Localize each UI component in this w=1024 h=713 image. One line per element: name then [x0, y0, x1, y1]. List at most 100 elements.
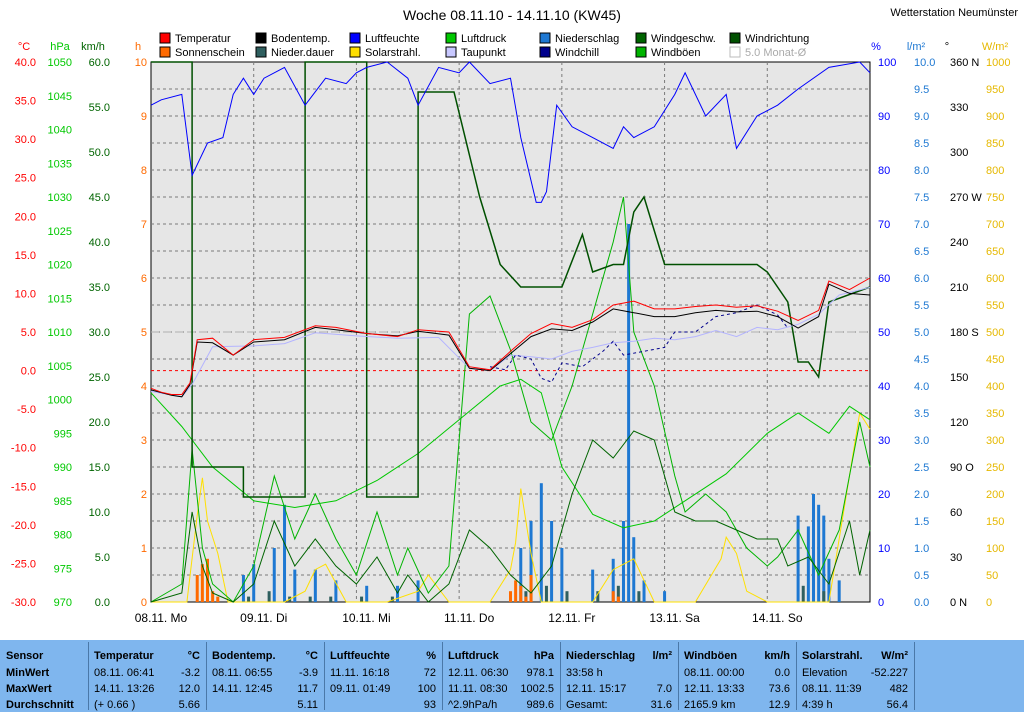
stats-column-3: Luftdruck hPa 12.11. 06:30 978.1 11.11. 08:3…	[442, 640, 560, 712]
x-tick-label: 12.11. Fr	[548, 611, 595, 625]
rain-tick: 8.0	[914, 165, 929, 177]
rain-tick: 7.0	[914, 219, 929, 231]
stats-unit: km/h	[764, 650, 790, 662]
stats-separator	[88, 642, 89, 710]
rain-bar	[621, 521, 625, 602]
stats-column-1: Bodentemp. °C 08.11. 06:55 -3.9 14.11. 12:45…	[206, 640, 324, 712]
rain-tick: 10.0	[914, 57, 935, 69]
rain-duration-bar	[360, 596, 364, 602]
stats-time: Gesamt:	[566, 699, 608, 711]
rain-bar	[241, 575, 245, 602]
legend-label: Luftfeuchte	[365, 33, 419, 45]
label-minwert: MinWert	[6, 667, 50, 679]
legend-label: Nieder.dauer	[271, 47, 334, 59]
stats-value: -52.227	[870, 667, 908, 679]
humidity-tick: 50	[878, 327, 890, 339]
solar-tick: 400	[986, 381, 1004, 393]
temp-tick: 10.0	[15, 288, 36, 300]
solar-tick: 300	[986, 435, 1004, 447]
rain-bar	[313, 569, 317, 602]
direction-tick: 330	[950, 102, 968, 114]
rain-bar	[806, 526, 810, 602]
wind-tick: 35.0	[89, 282, 110, 294]
axis-unit-label: °	[945, 41, 949, 53]
lines-layer	[150, 61, 871, 603]
stats-unit: l/m²	[652, 650, 672, 662]
wind-tick: 25.0	[89, 372, 110, 384]
solar-tick: 500	[986, 327, 1004, 339]
legend-swatch	[445, 32, 457, 44]
stats-column-2: Luftfeuchte% 11.11. 16:18 72 09.11. 01:49 10…	[324, 640, 442, 712]
rain-duration-bar	[616, 585, 620, 602]
stats-value: 12.0	[178, 683, 200, 695]
temp-tick: -5.0	[17, 404, 36, 416]
temp-tick: -10.0	[11, 443, 36, 455]
solar-tick: 900	[986, 111, 1004, 123]
sun-tick: 6	[141, 273, 147, 285]
legend-swatch	[635, 32, 647, 44]
legend-swatch	[255, 32, 267, 44]
label-sensor: Sensor	[6, 650, 44, 662]
stats-value: 93	[423, 699, 436, 711]
sunshine-bar	[611, 591, 615, 602]
sun-tick: 3	[141, 435, 147, 447]
stats-value: -3.2	[181, 667, 200, 679]
x-tick-label: 09.11. Di	[240, 611, 287, 625]
rain-tick: 9.0	[914, 111, 929, 123]
stats-time: 08.11. 06:41	[94, 667, 155, 679]
stats-unit: °C	[305, 650, 318, 662]
pressure-tick: 1030	[48, 192, 72, 204]
stats-title: Temperatur	[94, 650, 154, 662]
humidity-tick: 20	[878, 489, 890, 501]
rain-tick: 6.0	[914, 273, 929, 285]
stats-value: 482	[889, 683, 908, 695]
wind-tick: 10.0	[89, 507, 110, 519]
axis-unit-label: hPa	[50, 41, 70, 53]
pressure-line	[150, 378, 871, 529]
sunshine-bar	[200, 564, 204, 602]
rain-tick: 1.5	[914, 516, 929, 528]
legend-swatch	[159, 46, 171, 58]
temp-tick: -30.0	[11, 597, 36, 609]
x-tick-label: 08.11. Mo	[135, 611, 188, 625]
rain-bar	[632, 537, 636, 602]
sun-tick: 8	[141, 165, 147, 177]
x-tick-label: 13.11. Sa	[649, 611, 700, 625]
stats-unit: %	[426, 650, 436, 662]
wind-tick: 50.0	[89, 147, 110, 159]
pressure-tick: 970	[54, 597, 72, 609]
direction-tick: 120	[950, 417, 968, 429]
solar-tick: 250	[986, 462, 1004, 474]
pressure-tick: 1015	[48, 293, 72, 305]
direction-tick: 0 N	[950, 597, 967, 609]
stats-time: 14.11. 12:45	[212, 683, 273, 695]
stats-time: 11.11. 16:18	[330, 667, 390, 679]
rain-tick: 2.5	[914, 462, 929, 474]
legend-label: Bodentemp.	[271, 33, 330, 45]
axis-unit-label: %	[871, 41, 881, 53]
solar-tick: 50	[986, 570, 998, 582]
rain-bar	[334, 580, 338, 602]
x-tick-label: 14.11. So	[752, 611, 803, 625]
stats-panel: Sensor MinWert MaxWert Durchschnitt Temp…	[0, 640, 1024, 712]
sunshine-bar	[514, 580, 518, 602]
rain-bar	[365, 585, 369, 602]
humidity-tick: 80	[878, 165, 890, 177]
legend-swatch	[539, 46, 551, 58]
direction-tick: 150	[950, 372, 968, 384]
solar-tick: 800	[986, 165, 1004, 177]
rain-duration-bar	[565, 591, 569, 602]
direction-tick: 300	[950, 147, 968, 159]
solar-line	[151, 411, 871, 603]
rain-duration-bar	[267, 591, 271, 602]
stats-value: 100	[417, 683, 436, 695]
rain-tick: 2.0	[914, 489, 929, 501]
legend-swatch	[729, 46, 741, 58]
pressure-tick: 1020	[48, 260, 72, 272]
rain-duration-bar	[247, 596, 251, 602]
rain-tick: 0.0	[914, 597, 929, 609]
legend-swatch	[635, 46, 647, 58]
humidity-tick: 10	[878, 543, 890, 555]
rain-tick: 1.0	[914, 543, 929, 555]
stats-column-5: Windböen km/h 08.11. 00:00 0.0 12.11. 13:33 7…	[678, 640, 796, 712]
